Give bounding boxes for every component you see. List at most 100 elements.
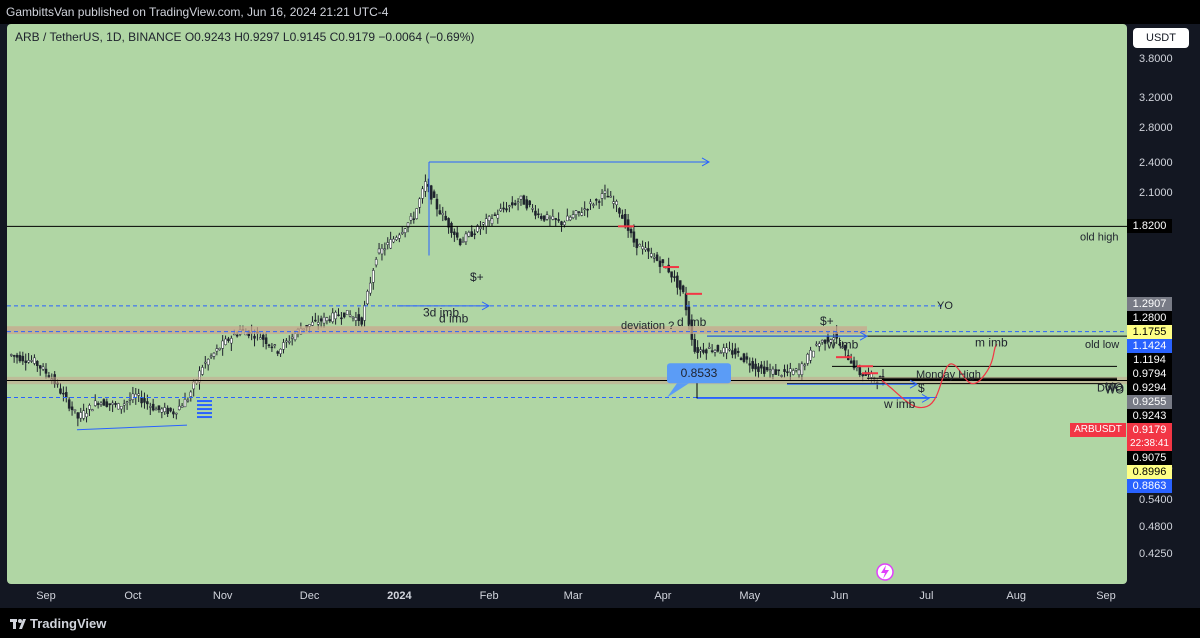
candle-up bbox=[780, 375, 783, 377]
candle-down bbox=[67, 399, 71, 409]
candle-up bbox=[111, 402, 114, 405]
candle-up bbox=[175, 412, 178, 415]
level-label-old-high: old high bbox=[1080, 231, 1119, 243]
candle-up bbox=[638, 244, 641, 247]
candle-up bbox=[82, 410, 85, 419]
candle-down bbox=[357, 314, 361, 322]
candle-up bbox=[122, 403, 126, 406]
candle-up bbox=[137, 393, 140, 396]
candle-up bbox=[30, 360, 33, 362]
wimb-arrow-head bbox=[909, 379, 919, 389]
candle-down bbox=[765, 367, 769, 371]
candle-down bbox=[146, 401, 149, 405]
candle-down bbox=[554, 218, 557, 220]
candle-down bbox=[261, 334, 265, 340]
candle-up bbox=[186, 399, 190, 402]
symbol-ohlc-legend: ARB / TetherUS, 1D, BINANCE O0.9243 H0.9… bbox=[15, 30, 475, 44]
candle-down bbox=[705, 349, 708, 354]
time-tick: Oct bbox=[124, 590, 142, 602]
candle-down bbox=[858, 367, 862, 376]
price-tick: 2.1000 bbox=[1139, 187, 1173, 199]
candle-up bbox=[571, 214, 575, 218]
bottom-trendline bbox=[76, 424, 188, 431]
candle-down bbox=[505, 208, 508, 211]
candle-up bbox=[383, 248, 387, 251]
candle-down bbox=[760, 364, 763, 369]
candle-up bbox=[789, 368, 792, 373]
candle-up bbox=[331, 312, 334, 322]
candle-up bbox=[519, 195, 523, 200]
candle-down bbox=[227, 338, 230, 342]
candle-up bbox=[728, 348, 731, 351]
candle-up bbox=[409, 215, 413, 221]
price-label: 0.8996 bbox=[1127, 464, 1172, 479]
candle-up bbox=[85, 413, 88, 418]
time-tick: Jul bbox=[919, 590, 934, 602]
candle-up bbox=[566, 215, 569, 222]
currency-button[interactable]: USDT bbox=[1133, 28, 1189, 48]
candle-down bbox=[762, 366, 766, 374]
tradingview-brand: TradingView bbox=[30, 616, 107, 631]
candle-up bbox=[163, 407, 167, 412]
candle-up bbox=[545, 214, 549, 220]
price-label: 0.9294 bbox=[1127, 380, 1172, 395]
candle-down bbox=[687, 306, 691, 325]
publisher-text: GambittsVan published on TradingView.com… bbox=[6, 5, 389, 19]
candle-up bbox=[652, 256, 656, 259]
candle-down bbox=[438, 210, 442, 215]
candle-up bbox=[583, 208, 586, 210]
candle-down bbox=[96, 403, 100, 405]
candle-up bbox=[395, 237, 398, 240]
candle-down bbox=[710, 350, 714, 352]
time-tick: Sep bbox=[1096, 590, 1116, 602]
candle-down bbox=[493, 214, 497, 216]
candle-up bbox=[415, 208, 418, 219]
candle-up bbox=[400, 232, 404, 234]
candle-up bbox=[479, 227, 482, 230]
candle-down bbox=[849, 360, 853, 364]
candle-up bbox=[406, 222, 410, 228]
candle-down bbox=[702, 349, 705, 353]
candle-up bbox=[232, 333, 236, 336]
candle-up bbox=[99, 402, 103, 405]
candle-down bbox=[786, 371, 789, 373]
candle-up bbox=[441, 212, 445, 215]
candle-down bbox=[736, 350, 740, 353]
candle-down bbox=[731, 350, 734, 355]
candle-down bbox=[513, 203, 517, 205]
candle-up bbox=[41, 366, 45, 370]
candle-down bbox=[12, 355, 16, 357]
time-tick: Apr bbox=[654, 590, 672, 602]
level-label-yo: YO bbox=[937, 300, 953, 312]
candle-down bbox=[606, 195, 610, 198]
annotation-d-imb-2: d imb bbox=[677, 315, 707, 329]
price-label: 1.2907 bbox=[1127, 296, 1172, 311]
price-label: 1.1194 bbox=[1127, 352, 1172, 367]
candle-down bbox=[586, 208, 589, 211]
candle-up bbox=[487, 216, 491, 221]
candle-down bbox=[253, 335, 256, 339]
candle-up bbox=[316, 322, 320, 325]
candle-down bbox=[684, 293, 688, 311]
candle-up bbox=[641, 246, 644, 250]
candle-down bbox=[102, 399, 106, 406]
level-label-old-low: old low bbox=[1085, 339, 1119, 351]
candle-up bbox=[574, 210, 578, 215]
candle-down bbox=[502, 207, 505, 210]
candle-up bbox=[841, 346, 844, 349]
candle-up bbox=[612, 201, 615, 204]
candle-up bbox=[120, 406, 123, 410]
chart-plot-area[interactable]: 0.8533 3d imb d imb $+ deviation ? d imb $+ w i… bbox=[7, 24, 1127, 584]
candle-down bbox=[626, 219, 630, 231]
candle-up bbox=[33, 357, 36, 364]
time-axis[interactable] bbox=[7, 584, 1127, 608]
candle-up bbox=[88, 405, 91, 410]
candle-up bbox=[818, 343, 821, 347]
candle-up bbox=[224, 338, 227, 345]
candle-up bbox=[93, 400, 97, 406]
candle-up bbox=[568, 216, 572, 221]
price-tick: 2.8000 bbox=[1139, 122, 1173, 134]
candle-up bbox=[580, 212, 584, 216]
price-label: 1.1424 bbox=[1127, 338, 1172, 353]
